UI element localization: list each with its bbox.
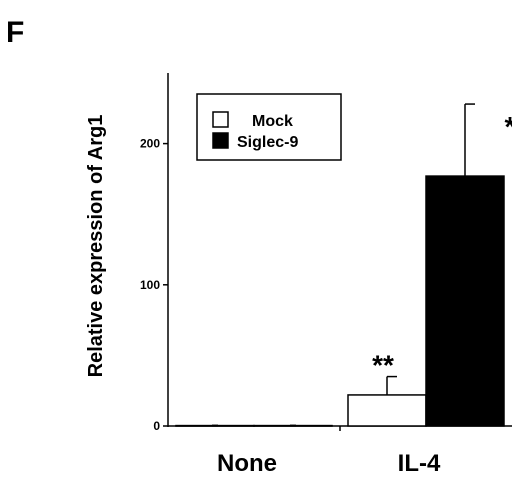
- legend-label-siglec9: Siglec-9: [237, 134, 298, 151]
- significance-mark: *: [505, 111, 512, 142]
- x-tick-label: IL-4: [398, 450, 441, 477]
- significance-mark: **: [372, 350, 394, 381]
- bars: [176, 176, 504, 426]
- legend-swatch-siglec9: [213, 133, 228, 148]
- x-tick-label: None: [217, 450, 277, 477]
- bar: [348, 395, 426, 426]
- y-tick-label: 100: [140, 278, 160, 292]
- panel-label: F: [6, 16, 24, 49]
- x-ticks: None IL-4: [217, 426, 441, 477]
- y-tick-label: 200: [140, 137, 160, 151]
- bar: [426, 176, 504, 426]
- legend-swatch-mock: [213, 112, 228, 127]
- y-axis-label: Relative expression of Arg1: [85, 115, 107, 378]
- y-tick-label: 0: [153, 419, 160, 433]
- y-ticks: 0 100 200: [140, 137, 168, 433]
- legend-label-mock: Mock: [252, 113, 293, 130]
- legend: Mock Siglec-9: [197, 94, 341, 160]
